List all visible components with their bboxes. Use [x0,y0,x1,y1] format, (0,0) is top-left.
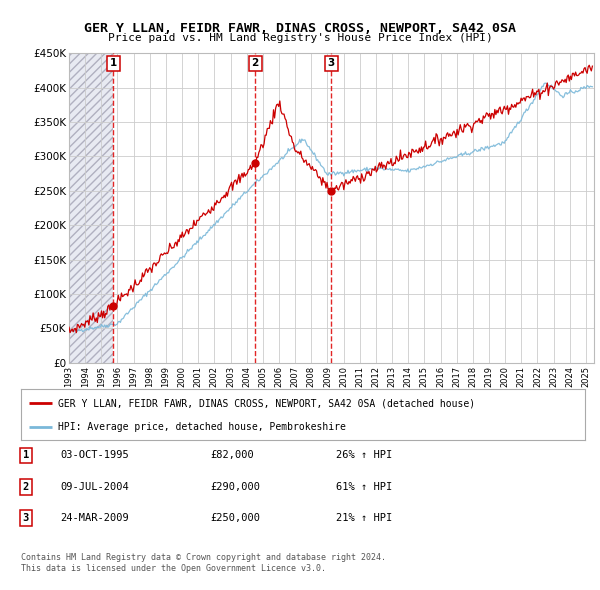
Text: GER Y LLAN, FEIDR FAWR, DINAS CROSS, NEWPORT, SA42 0SA: GER Y LLAN, FEIDR FAWR, DINAS CROSS, NEW… [84,22,516,35]
Text: 03-OCT-1995: 03-OCT-1995 [60,451,129,460]
Text: 21% ↑ HPI: 21% ↑ HPI [336,513,392,523]
Bar [69,53,113,363]
Text: £290,000: £290,000 [210,482,260,491]
Text: 61% ↑ HPI: 61% ↑ HPI [336,482,392,491]
Text: £250,000: £250,000 [210,513,260,523]
Text: 3: 3 [328,58,335,68]
Text: 2: 2 [23,482,29,491]
Text: 26% ↑ HPI: 26% ↑ HPI [336,451,392,460]
Text: 24-MAR-2009: 24-MAR-2009 [60,513,129,523]
Text: 2: 2 [251,58,259,68]
Text: 1: 1 [110,58,117,68]
Text: 3: 3 [23,513,29,523]
Text: Contains HM Land Registry data © Crown copyright and database right 2024.: Contains HM Land Registry data © Crown c… [21,553,386,562]
Text: 09-JUL-2004: 09-JUL-2004 [60,482,129,491]
Text: £82,000: £82,000 [210,451,254,460]
Text: 1: 1 [23,451,29,460]
Text: Price paid vs. HM Land Registry's House Price Index (HPI): Price paid vs. HM Land Registry's House … [107,33,493,43]
Text: This data is licensed under the Open Government Licence v3.0.: This data is licensed under the Open Gov… [21,565,326,573]
Text: HPI: Average price, detached house, Pembrokeshire: HPI: Average price, detached house, Pemb… [58,422,346,432]
Text: GER Y LLAN, FEIDR FAWR, DINAS CROSS, NEWPORT, SA42 0SA (detached house): GER Y LLAN, FEIDR FAWR, DINAS CROSS, NEW… [58,398,475,408]
